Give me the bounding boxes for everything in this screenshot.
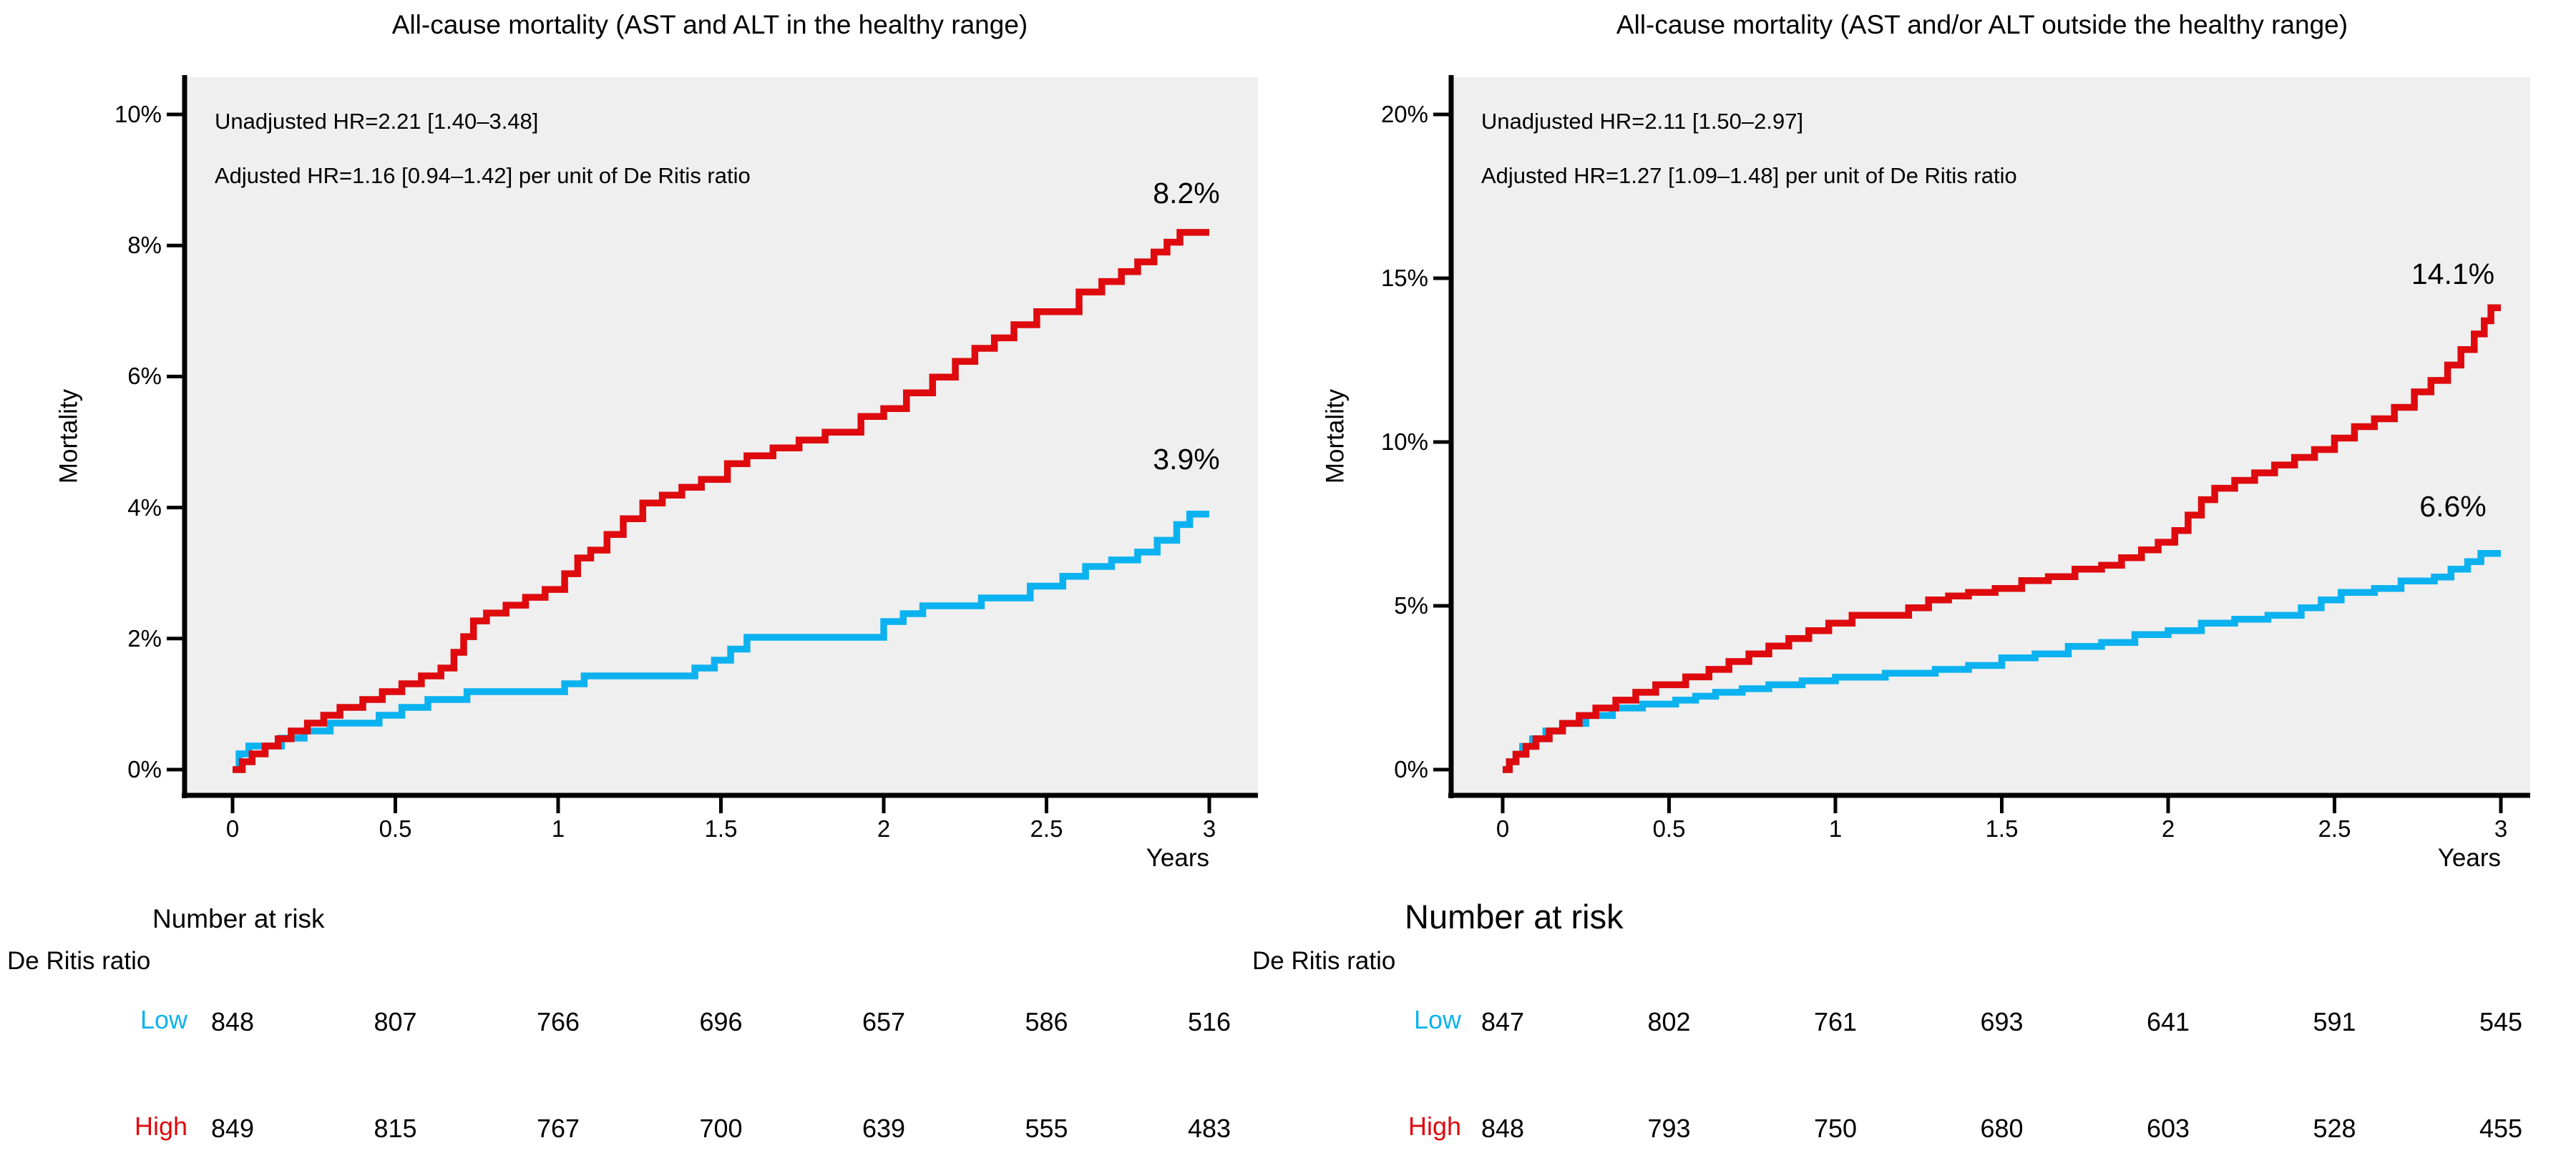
panel1-y-tick-label: 8% xyxy=(127,232,162,259)
panel2-risk-value-low: 847 xyxy=(1480,1007,1525,1036)
panel1-risk-value-high: 700 xyxy=(699,1114,743,1143)
panel1-risk-value-high: 555 xyxy=(1025,1114,1068,1143)
panel1-risk-value-high: 639 xyxy=(862,1114,906,1143)
panel1-risk-value-high: 483 xyxy=(1187,1114,1231,1143)
panel1-risk-group-label: De Ritis ratio xyxy=(7,947,151,975)
panel1-y-tick-label: 0% xyxy=(127,756,162,782)
panel1-risk-value-low: 766 xyxy=(536,1007,580,1036)
panel2-risk-row-label-high: High xyxy=(1407,1112,1461,1141)
panel1-x-tick-label: 1.5 xyxy=(704,815,738,842)
panel1-risk-value-high: 815 xyxy=(374,1114,417,1143)
panel1-y-tick-label: 6% xyxy=(127,363,162,390)
panel1-risk-value-low: 516 xyxy=(1187,1007,1231,1036)
panel1-number-at-risk-header: Number at risk xyxy=(152,904,325,933)
panel2-risk-value-low: 693 xyxy=(1980,1007,2024,1036)
panel1-title: All-cause mortality (AST and ALT in the … xyxy=(391,10,1028,39)
panel2-risk-value-high: 455 xyxy=(2479,1114,2523,1143)
panel1-x-tick-label: 1 xyxy=(551,815,565,842)
panel2-y-axis-label: Mortality xyxy=(1321,388,1350,484)
panel2-x-tick-label: 0 xyxy=(1496,815,1510,842)
panel2-risk-value-low: 641 xyxy=(2146,1007,2190,1036)
panel2-x-axis-label: Years xyxy=(2437,844,2501,872)
panel2-x-tick-label: 3 xyxy=(2494,815,2508,842)
panel2-risk-group-label: De Ritis ratio xyxy=(1252,947,1396,975)
panel1-y-tick-label: 10% xyxy=(114,101,162,127)
panel2-title: All-cause mortality (AST and/or ALT outs… xyxy=(1616,10,2348,39)
panel1-curve-high xyxy=(233,229,1209,773)
panel1-x-tick-label: 3 xyxy=(1202,815,1216,842)
panel1-x-tick-label: 2 xyxy=(877,815,891,842)
panel1-y-axis-label: Mortality xyxy=(54,388,83,484)
panel1-annotation-unadjusted: Unadjusted HR=2.21 [1.40–3.48] xyxy=(215,109,539,134)
panel2-x-tick-label: 1.5 xyxy=(1985,815,2019,842)
panel1-low-curve-end-label: 3.9% xyxy=(1153,443,1220,476)
panel2-risk-value-high: 680 xyxy=(1980,1114,2024,1143)
panel2-annotation-unadjusted: Unadjusted HR=2.11 [1.50–2.97] xyxy=(1481,109,1804,134)
panel2-x-tick-label: 1 xyxy=(1828,815,1843,842)
panel2-risk-row-label-low: Low xyxy=(1413,1005,1461,1034)
panel2-low-curve-end-label: 6.6% xyxy=(2419,490,2487,523)
panel2-y-tick-label: 5% xyxy=(1394,592,1428,619)
panel2-risk-value-low: 802 xyxy=(1647,1007,1691,1036)
panel1-risk-value-low: 657 xyxy=(862,1007,906,1036)
panel1-risk-value-low: 696 xyxy=(699,1007,743,1036)
panel1-y-tick-label: 4% xyxy=(127,494,162,521)
panel1-plot-background xyxy=(185,77,1258,795)
panel2-annotation-adjusted: Adjusted HR=1.27 [1.09–1.48] per unit of… xyxy=(1481,163,2017,188)
panel1-curve-low xyxy=(233,511,1209,773)
panel1-x-tick-label: 0.5 xyxy=(379,815,412,842)
panel2-y-tick-label: 20% xyxy=(1380,101,1428,127)
panel2-risk-value-high: 603 xyxy=(2146,1114,2190,1143)
panel2-y-tick-label: 15% xyxy=(1380,265,1428,291)
panel2-y-tick-label: 10% xyxy=(1380,428,1428,455)
panel1-risk-value-low: 586 xyxy=(1025,1007,1068,1036)
panel1-risk-value-low: 807 xyxy=(374,1007,417,1036)
panel2-risk-value-low: 761 xyxy=(1813,1007,1858,1036)
panel2-x-tick-label: 2.5 xyxy=(2318,815,2351,842)
panel2-risk-value-high: 848 xyxy=(1480,1114,1525,1143)
panel1-risk-row-label-high: High xyxy=(134,1112,187,1141)
panel1-high-curve-end-label: 8.2% xyxy=(1153,177,1220,210)
panel2-x-tick-label: 2 xyxy=(2161,815,2175,842)
panel1-risk-row-label-low: Low xyxy=(140,1005,187,1034)
panel2-number-at-risk-header: Number at risk xyxy=(1405,898,1624,936)
panel1-x-tick-label: 0 xyxy=(225,815,240,842)
panel2-x-tick-label: 0.5 xyxy=(1652,815,1686,842)
panel2-risk-value-low: 545 xyxy=(2479,1007,2523,1036)
panel2-y-tick-label: 0% xyxy=(1394,756,1428,782)
panel1-x-tick-label: 2.5 xyxy=(1030,815,1063,842)
panel2-curve-high xyxy=(1503,304,2501,773)
panel2-high-curve-end-label: 14.1% xyxy=(2411,257,2495,290)
panel2-risk-value-high: 793 xyxy=(1647,1114,1691,1143)
panel1-risk-value-low: 848 xyxy=(210,1007,255,1036)
panel2-risk-value-high: 750 xyxy=(1813,1114,1858,1143)
panel1-x-axis-label: Years xyxy=(1146,844,1209,872)
panel1-risk-value-high: 849 xyxy=(210,1114,255,1143)
panel1-annotation-adjusted: Adjusted HR=1.16 [0.94–1.42] per unit of… xyxy=(215,163,751,188)
panel2-risk-value-high: 528 xyxy=(2313,1114,2356,1143)
panel1-y-tick-label: 2% xyxy=(127,624,162,652)
panel1-risk-value-high: 767 xyxy=(536,1114,580,1143)
panel2-risk-value-low: 591 xyxy=(2313,1007,2356,1036)
